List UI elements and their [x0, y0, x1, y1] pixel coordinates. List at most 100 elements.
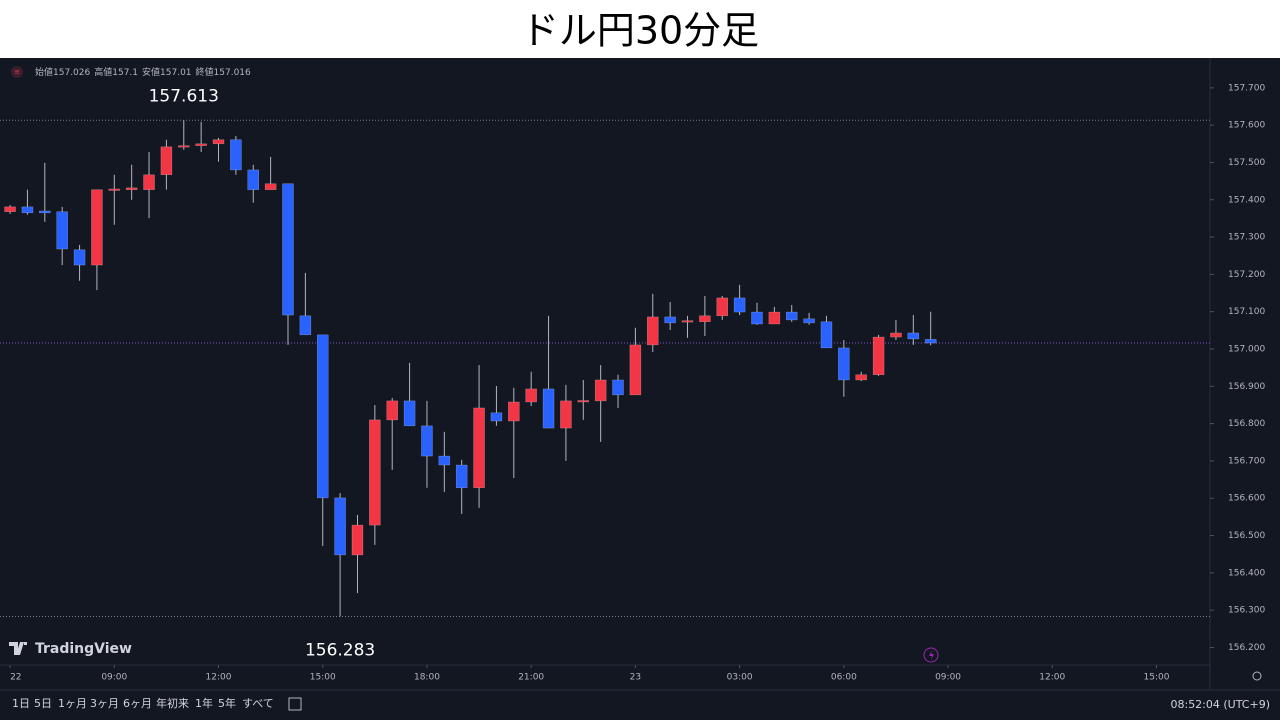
candle-body [282, 183, 294, 316]
candle-body [195, 143, 207, 146]
candle-body [629, 344, 642, 396]
y-tick-label: 156.300 [1228, 606, 1265, 616]
chart-title: ドル円30分足 [521, 9, 759, 53]
candle-body [264, 183, 277, 190]
y-tick-label: 156.900 [1228, 382, 1265, 392]
candle-body [907, 332, 920, 340]
x-tick-label: 18:00 [414, 673, 440, 683]
ohlc-value: 157.1 [112, 68, 138, 78]
candle-body [334, 497, 346, 556]
candle-body [143, 174, 155, 190]
brand: TradingView [35, 641, 132, 657]
alert-icon[interactable] [923, 647, 939, 663]
candle-body [351, 524, 364, 556]
y-tick-label: 157.100 [1228, 307, 1265, 317]
candle-body [542, 388, 555, 429]
period-button[interactable]: 1日 [12, 697, 30, 710]
x-tick-label: 15:00 [310, 673, 336, 683]
period-button[interactable]: すべて [242, 697, 274, 710]
x-tick-label: 22 [10, 673, 21, 683]
candle-body [403, 400, 416, 427]
candle-body [490, 412, 503, 422]
candle-body [716, 297, 728, 317]
candle-body [56, 211, 68, 250]
period-button[interactable]: 1年 [195, 696, 213, 710]
candle-body [594, 379, 607, 402]
date-range-icon[interactable] [288, 697, 302, 711]
candle-body [299, 315, 312, 336]
candle-body [369, 419, 381, 526]
candle-body [664, 316, 676, 324]
y-tick-label: 157.300 [1228, 233, 1265, 243]
candle-body [73, 249, 86, 266]
y-tick-label: 157.600 [1228, 121, 1265, 131]
candle-body [733, 297, 746, 313]
ohlc-value: 157.01 [160, 68, 192, 78]
y-tick-label: 157.400 [1228, 195, 1265, 205]
candle-body [91, 189, 103, 266]
period-button[interactable]: 年初来 [156, 696, 189, 710]
period-button[interactable]: 5年 [218, 696, 236, 710]
y-tick-label: 156.600 [1228, 494, 1265, 504]
logo-mark [9, 642, 27, 655]
candle-body [699, 315, 711, 323]
ohlc-value: 157.026 [53, 68, 90, 78]
clock: 08:52:04 (UTC+9) [1170, 698, 1270, 711]
x-tick-label: 12:00 [206, 673, 232, 683]
candle-body [125, 187, 138, 190]
candle-body [160, 146, 173, 176]
alert-bolt [929, 650, 934, 660]
title-band [0, 0, 1280, 58]
candle-body [751, 311, 763, 325]
candle-body [108, 188, 121, 191]
candle-body [178, 145, 190, 148]
settings-icon[interactable] [1252, 671, 1262, 681]
y-tick-label: 156.500 [1228, 531, 1265, 541]
candle-body [455, 464, 468, 489]
period-button[interactable]: 6ヶ月 [123, 697, 152, 710]
x-tick-label: 15:00 [1144, 673, 1170, 683]
candle-body [838, 347, 850, 381]
period-button[interactable]: 1ヶ月 [58, 697, 87, 710]
symbol-icon[interactable] [11, 66, 23, 78]
x-tick-label: 21:00 [518, 673, 544, 683]
ohlc-name: 終値 [196, 66, 214, 78]
y-tick-label: 156.800 [1228, 419, 1265, 429]
candle-body [421, 425, 433, 457]
candle-body [508, 401, 520, 422]
y-tick-label: 157.500 [1228, 158, 1265, 168]
candle-body [820, 321, 833, 349]
candle-body [681, 320, 694, 323]
ohlc-legend: 始値157.026 高値157.1 安値157.01 終値157.016 [35, 66, 251, 78]
low-label: 156.283 [305, 640, 375, 660]
y-tick-label: 156.200 [1228, 643, 1265, 653]
candle-body [924, 339, 937, 344]
candle-body [212, 139, 225, 145]
x-tick-label: 06:00 [831, 673, 857, 683]
logo: TradingView [9, 641, 132, 657]
candle-body [855, 374, 867, 381]
candle-body [525, 388, 537, 403]
y-tick-label: 157.200 [1228, 270, 1265, 280]
candle-body [890, 332, 902, 338]
candle-body [386, 400, 398, 421]
y-tick-label: 157.000 [1228, 345, 1265, 355]
candle-body [4, 206, 16, 212]
y-tick-label: 156.400 [1228, 568, 1265, 578]
candle-body [647, 316, 659, 346]
candle-body [872, 336, 885, 375]
candle-body [230, 139, 242, 171]
candle-body [473, 407, 485, 489]
candle-body [612, 379, 624, 396]
candle-body [785, 311, 798, 321]
candle-body [577, 400, 590, 403]
period-button[interactable]: 5日 [34, 697, 52, 710]
candle-body [768, 311, 781, 325]
period-button[interactable]: 3ヶ月 [90, 697, 119, 710]
y-tick-label: 157.700 [1228, 83, 1265, 93]
ohlc-name: 安値 [142, 66, 160, 78]
ohlc-value: 157.016 [214, 68, 251, 78]
candle-body [21, 206, 34, 214]
